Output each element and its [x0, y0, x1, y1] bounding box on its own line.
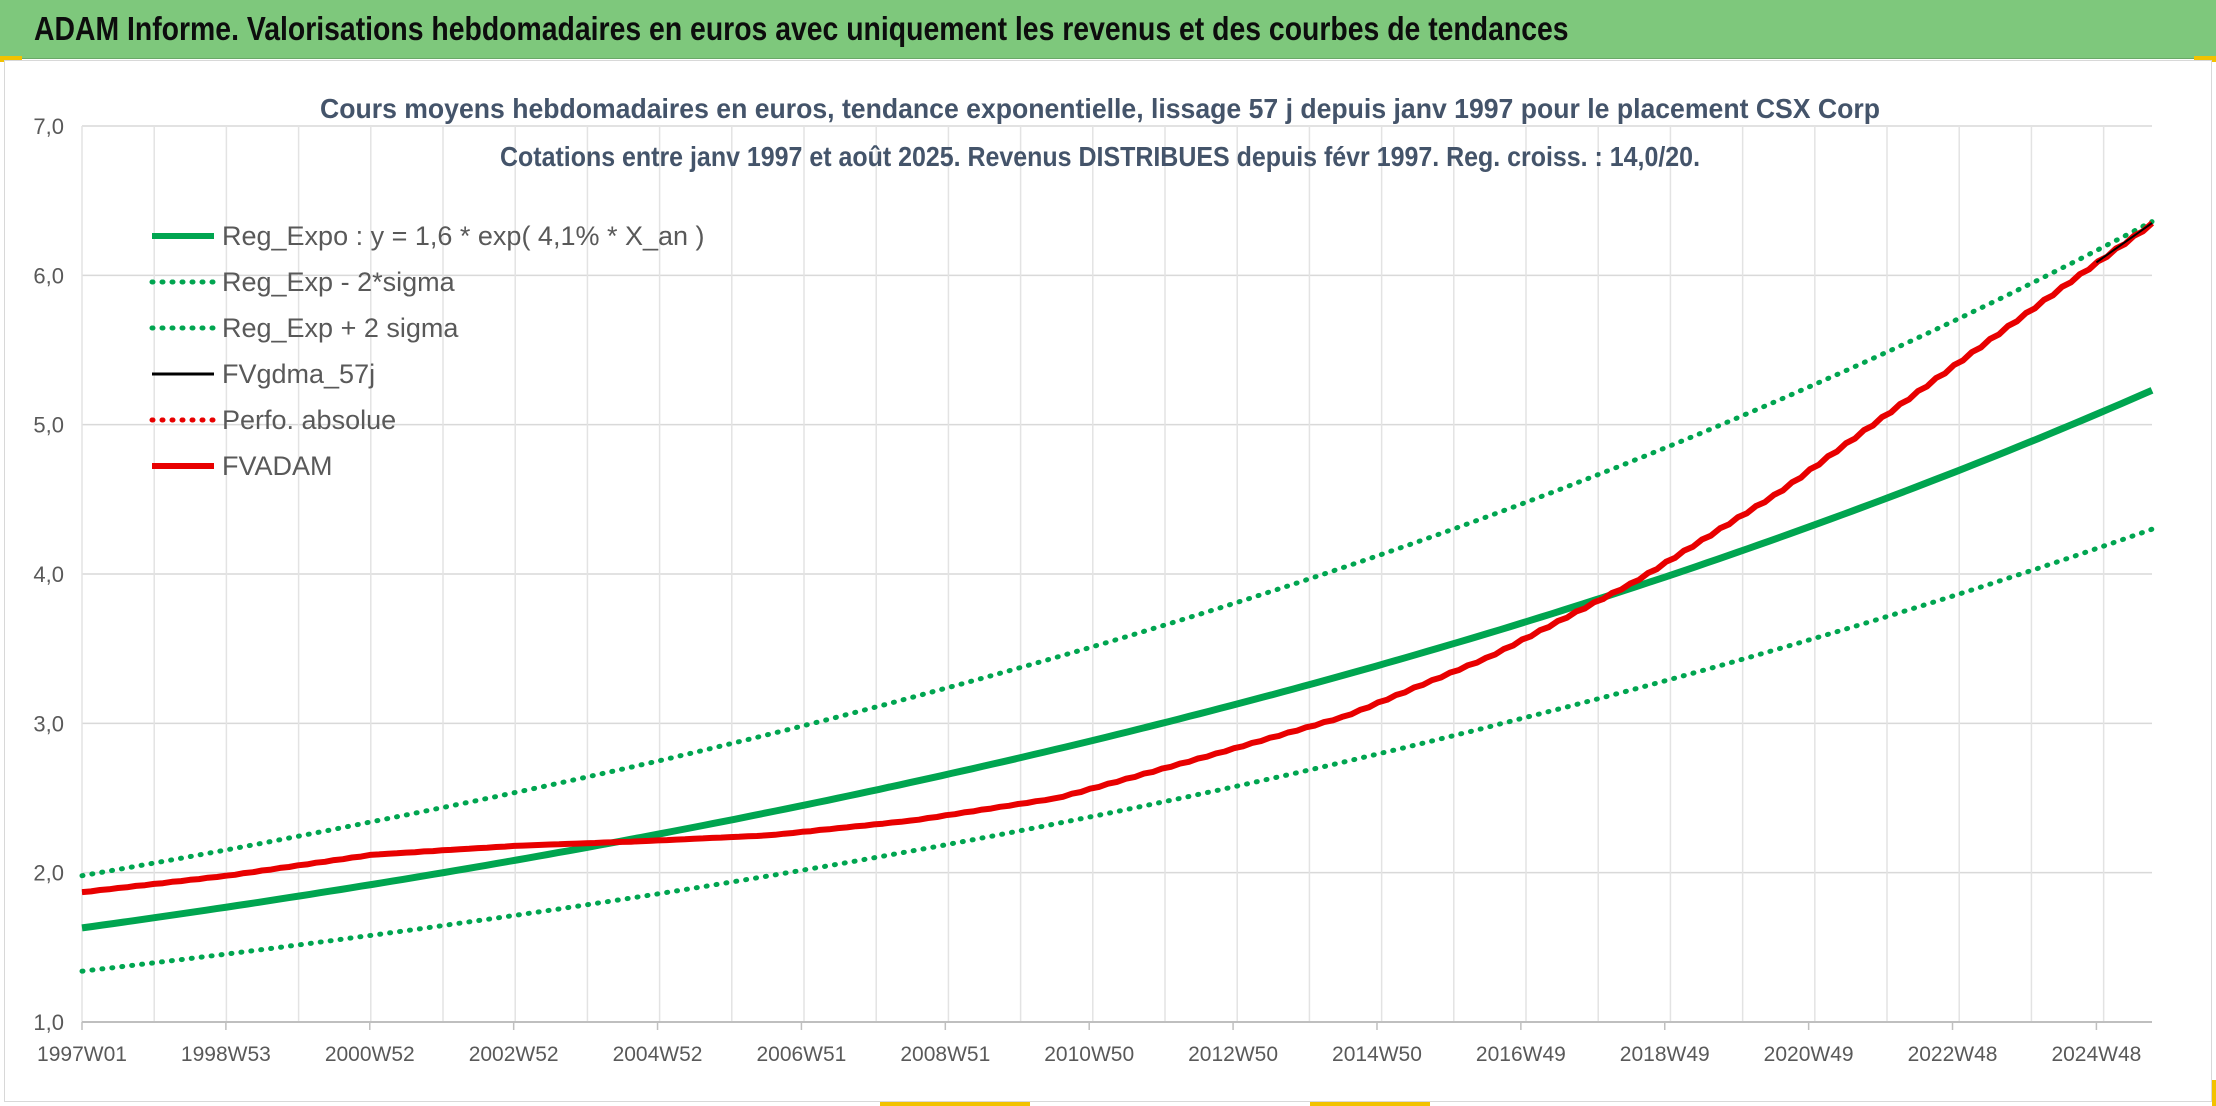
legend-label: FVADAM: [222, 451, 333, 481]
legend-label: Reg_Exp + 2 sigma: [222, 313, 459, 343]
x-tick-label: 2010W50: [1044, 1043, 1134, 1066]
x-tick-label: 2002W52: [469, 1043, 559, 1066]
y-tick-label: 4,0: [33, 562, 64, 587]
legend-label: Reg_Expo : y = 1,6 * exp( 4,1% * X_an ): [222, 221, 705, 251]
y-tick-label: 3,0: [33, 711, 64, 736]
accent-mark-left: [0, 56, 22, 62]
series-line-2: [79, 219, 2155, 879]
series-line-0: [81, 387, 2154, 932]
accent-mark-right-bottom: [2212, 1080, 2216, 1106]
series-layer: [79, 219, 2155, 974]
chart-title: Cours moyens hebdomadaires en euros, ten…: [320, 93, 1880, 124]
y-tick-label: 7,0: [33, 114, 64, 139]
x-tick-label: 2004W52: [613, 1043, 703, 1066]
x-tick-label: 2006W51: [756, 1043, 846, 1066]
series-line-5: [81, 220, 2155, 896]
grid-layer: [81, 125, 2152, 1023]
report-title: ADAM Informe. Valorisations hebdomadaire…: [34, 10, 1569, 47]
x-tick-label: 2008W51: [900, 1043, 990, 1066]
x-tick-label: 2016W49: [1476, 1043, 1566, 1066]
y-tick-label: 5,0: [33, 413, 64, 438]
legend-label: Perfo. absolue: [222, 405, 396, 435]
x-tick-label: 1997W01: [37, 1043, 127, 1066]
series-line-1: [79, 526, 2155, 974]
y-tick-label: 1,0: [33, 1010, 64, 1035]
x-tick-label: 2014W50: [1332, 1043, 1422, 1066]
accent-mark-bottom-2: [1310, 1102, 1430, 1106]
legend-label: Reg_Exp - 2*sigma: [222, 267, 456, 297]
axis-layer: 1,0 2,0 3,0 4,0 5,0 6,0 7,0 1997W01 1998W53 2000W…: [33, 114, 2152, 1066]
chart-legend: Reg_Expo : y = 1,6 * exp( 4,1% * X_an ) R…: [149, 221, 705, 481]
x-tick-label: 1998W53: [181, 1043, 271, 1066]
accent-mark-bottom-1: [880, 1102, 1030, 1106]
chart-frame: [4, 60, 2212, 1102]
x-tick-label: 2020W49: [1764, 1043, 1854, 1066]
x-tick-label: 2000W52: [325, 1043, 415, 1066]
legend-label: FVgdma_57j: [222, 359, 375, 389]
x-tick-label: 2012W50: [1188, 1043, 1278, 1066]
x-tick-label: 2024W48: [2051, 1043, 2141, 1066]
series-line-smoothed-tail: [2095, 222, 2153, 264]
x-tick-label: 2022W48: [1908, 1043, 1998, 1066]
x-tick-label: 2018W49: [1620, 1043, 1710, 1066]
chart-subtitle: Cotations entre janv 1997 et août 2025. …: [500, 141, 1700, 172]
y-tick-label: 6,0: [33, 263, 64, 288]
y-tick-label: 2,0: [33, 861, 64, 886]
accent-mark-right: [2194, 56, 2216, 62]
report-banner: ADAM Informe. Valorisations hebdomadaire…: [0, 0, 2216, 59]
